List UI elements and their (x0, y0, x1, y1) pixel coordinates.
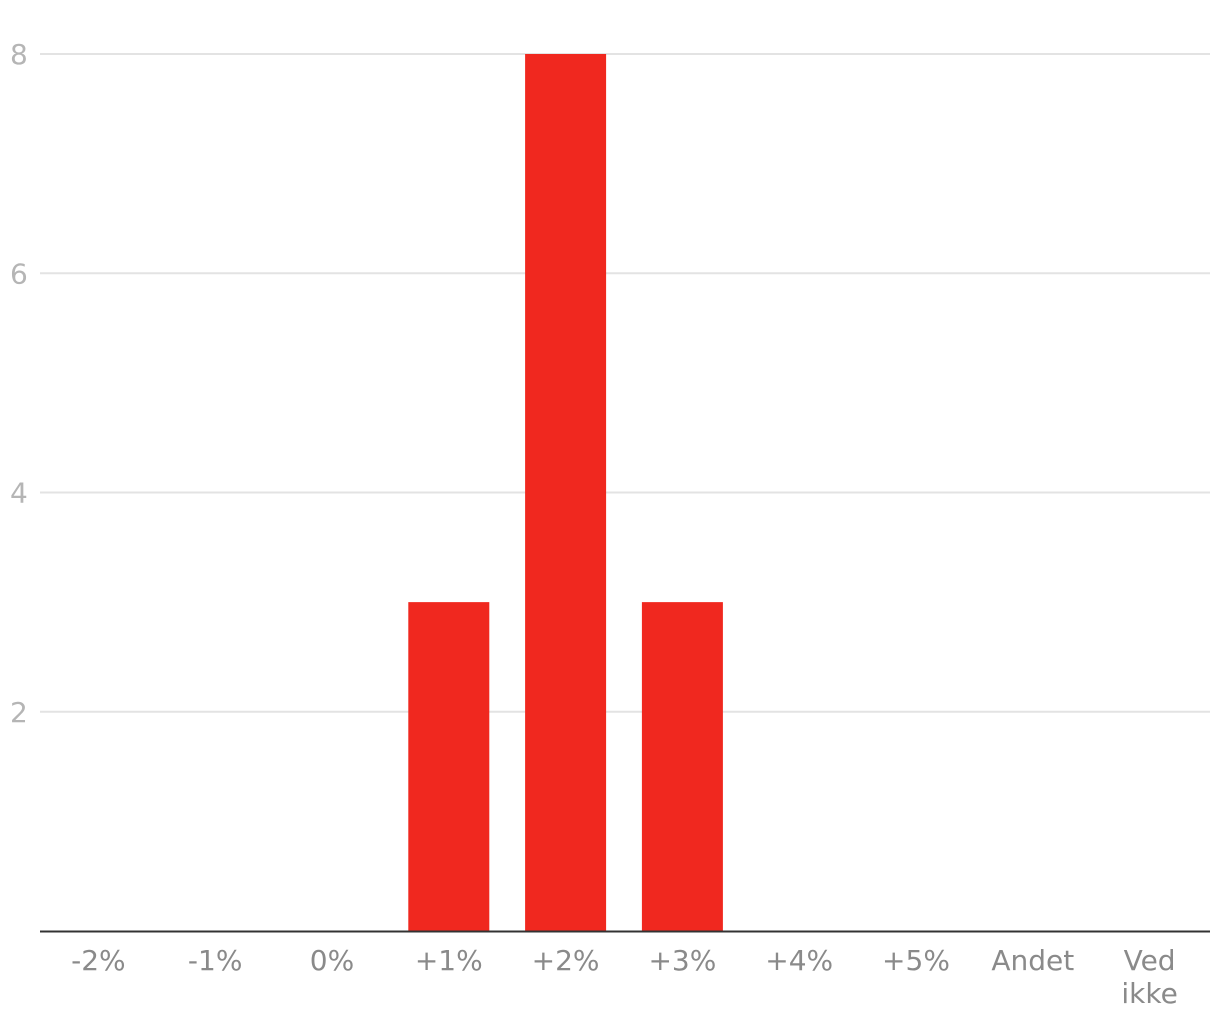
y-tick-label-6: 6 (10, 257, 28, 290)
bar-3 (408, 602, 490, 931)
x-axis-tick-labels: -2% -1% 0% +1% +2% +3% +4% +5% Andet Ved ikke (71, 944, 1178, 1010)
x-tick-label-9: Ved ikke (1121, 944, 1177, 1010)
bar-5 (641, 602, 723, 931)
x-tick-label-7: +5% (882, 944, 950, 977)
x-tick-label-2: 0% (310, 944, 354, 977)
y-axis-tick-labels: 2 4 6 8 (10, 38, 28, 729)
y-tick-label-8: 8 (10, 38, 28, 71)
x-tick-label-0: -2% (71, 944, 126, 977)
x-tick-label-3: +1% (415, 944, 483, 977)
gridlines (40, 53, 1210, 713)
bar-4 (525, 54, 607, 931)
x-tick-label-4: +2% (532, 944, 600, 977)
x-tick-label-5: +3% (648, 944, 716, 977)
x-tick-label-8: Andet (991, 944, 1074, 977)
x-tick-label-1: -1% (188, 944, 243, 977)
x-tick-label-6: +4% (765, 944, 833, 977)
y-tick-label-4: 4 (10, 477, 28, 510)
bars (408, 54, 723, 931)
y-tick-label-2: 2 (10, 696, 28, 729)
